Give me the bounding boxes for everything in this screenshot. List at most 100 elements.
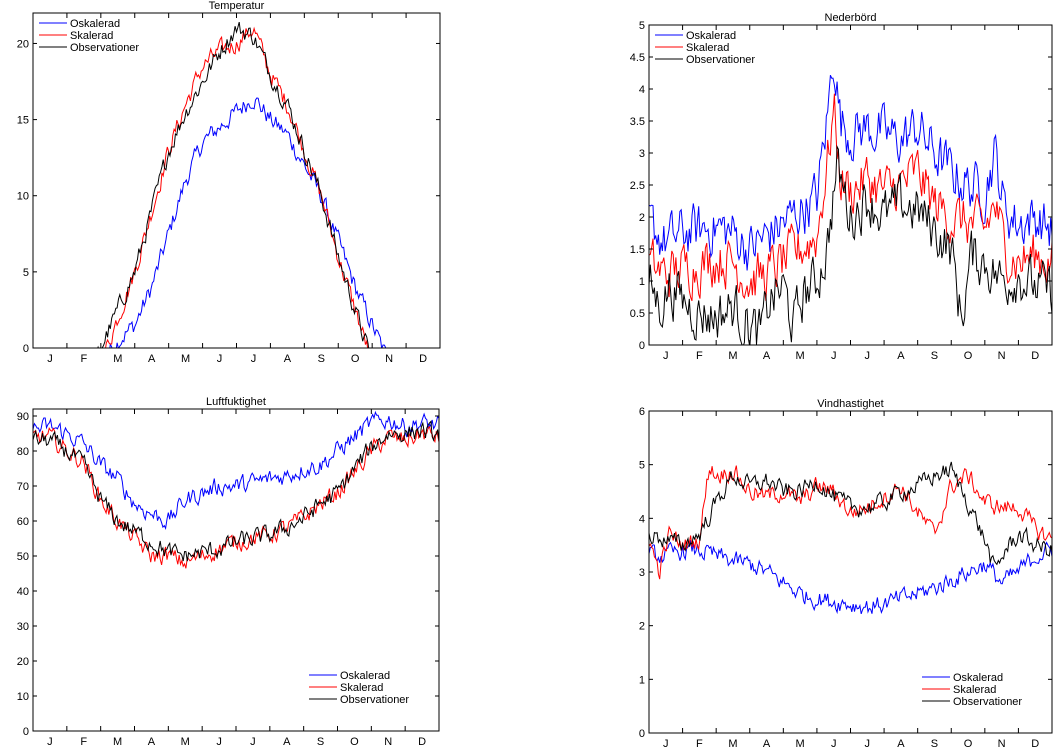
chart-title: Luftfuktighet bbox=[206, 396, 266, 408]
month-label: N bbox=[998, 738, 1006, 750]
month-label: J bbox=[216, 736, 222, 748]
legend-label: Observationer bbox=[340, 694, 409, 706]
chart-panel-3: Luftfuktighet 0 10 20 30 40 50 60 70 80 90 J F M A M J J A… bbox=[17, 396, 440, 748]
y-tick-label: 20 bbox=[17, 656, 29, 668]
legend-label: Observationer bbox=[70, 42, 139, 54]
month-label: S bbox=[931, 350, 938, 362]
month-label: J bbox=[663, 738, 669, 750]
month-label: M bbox=[181, 736, 190, 748]
y-tick-label: 6 bbox=[639, 406, 645, 418]
y-tick-label: 60 bbox=[17, 516, 29, 528]
series-line-oskalerad bbox=[649, 75, 1052, 271]
y-tick-label: 0 bbox=[23, 726, 29, 738]
plot-frame bbox=[32, 12, 441, 349]
y-tick-label: 3.5 bbox=[630, 116, 645, 128]
y-tick-label: 4 bbox=[639, 84, 645, 96]
month-label: D bbox=[418, 736, 426, 748]
month-label: J bbox=[831, 350, 837, 362]
month-label: M bbox=[728, 738, 737, 750]
y-tick-label: 2 bbox=[639, 621, 645, 633]
chart-panel-1: Temperatur 0 5 10 15 20 J F M A M J J A S O N D OskaleradS… bbox=[17, 0, 441, 365]
y-tick-label: 50 bbox=[17, 551, 29, 563]
series-line-oskalerad bbox=[109, 97, 387, 348]
month-label: F bbox=[696, 350, 703, 362]
month-label: D bbox=[1031, 350, 1039, 362]
month-label: A bbox=[148, 736, 156, 748]
month-label: A bbox=[148, 353, 156, 365]
month-label: J bbox=[865, 738, 871, 750]
month-label: O bbox=[964, 738, 973, 750]
series-line-observationer bbox=[649, 144, 1052, 345]
legend-label: Oskalerad bbox=[953, 672, 1003, 684]
month-label: J bbox=[663, 350, 669, 362]
y-tick-label: 0.5 bbox=[630, 308, 645, 320]
series-line-oskalerad bbox=[33, 410, 439, 530]
series-line-oskalerad bbox=[649, 540, 1052, 615]
series-line-skalerad bbox=[105, 26, 370, 348]
month-label: A bbox=[763, 350, 771, 362]
y-tick-label: 4 bbox=[639, 513, 645, 525]
legend-label: Skalerad bbox=[686, 42, 729, 54]
month-label: O bbox=[964, 350, 973, 362]
month-label: A bbox=[283, 736, 291, 748]
y-tick-label: 0 bbox=[23, 343, 29, 355]
y-tick-label: 0 bbox=[639, 728, 645, 740]
y-tick-label: 40 bbox=[17, 586, 29, 598]
series-line-observationer bbox=[649, 461, 1052, 566]
month-label: N bbox=[384, 736, 392, 748]
y-tick-label: 5 bbox=[639, 20, 645, 32]
legend-label: Observationer bbox=[953, 696, 1022, 708]
y-tick-label: 10 bbox=[17, 691, 29, 703]
month-label: M bbox=[113, 353, 122, 365]
chart-title: Temperatur bbox=[209, 0, 265, 12]
y-tick-label: 1.5 bbox=[630, 244, 645, 256]
month-label: S bbox=[931, 738, 938, 750]
series-line-skalerad bbox=[649, 93, 1052, 302]
y-tick-label: 10 bbox=[17, 191, 29, 203]
month-label: M bbox=[796, 350, 805, 362]
y-tick-label: 2.5 bbox=[630, 180, 645, 192]
month-label: M bbox=[728, 350, 737, 362]
y-tick-label: 90 bbox=[17, 411, 29, 423]
month-label: S bbox=[317, 736, 324, 748]
y-tick-label: 1 bbox=[639, 674, 645, 686]
month-label: D bbox=[419, 353, 427, 365]
month-label: F bbox=[81, 353, 88, 365]
series-line-skalerad bbox=[649, 465, 1052, 580]
month-label: J bbox=[47, 736, 53, 748]
legend-label: Oskalerad bbox=[340, 670, 390, 682]
y-tick-label: 2 bbox=[639, 212, 645, 224]
month-label: D bbox=[1031, 738, 1039, 750]
series-line-observationer bbox=[33, 420, 439, 562]
chart-title: Nederbörd bbox=[825, 12, 877, 24]
month-label: N bbox=[998, 350, 1006, 362]
month-label: J bbox=[831, 738, 837, 750]
y-tick-label: 0 bbox=[639, 340, 645, 352]
month-label: O bbox=[350, 736, 359, 748]
legend-label: Skalerad bbox=[340, 682, 383, 694]
y-tick-label: 80 bbox=[17, 446, 29, 458]
month-label: M bbox=[796, 738, 805, 750]
month-label: J bbox=[217, 353, 223, 365]
month-label: M bbox=[181, 353, 190, 365]
y-tick-label: 15 bbox=[17, 115, 29, 127]
legend-label: Oskalerad bbox=[686, 30, 736, 42]
y-tick-label: 3 bbox=[639, 567, 645, 579]
month-label: F bbox=[80, 736, 87, 748]
legend-label: Oskalerad bbox=[70, 18, 120, 30]
y-tick-label: 1 bbox=[639, 276, 645, 288]
month-label: A bbox=[763, 738, 771, 750]
legend-label: Skalerad bbox=[70, 30, 113, 42]
month-label: J bbox=[250, 736, 256, 748]
y-tick-label: 30 bbox=[17, 621, 29, 633]
month-label: F bbox=[696, 738, 703, 750]
month-label: O bbox=[351, 353, 360, 365]
y-tick-label: 3 bbox=[639, 148, 645, 160]
chart-panel-4: Vindhastighet 0 1 2 3 4 5 6 J F M A M J J A S O N D Oskalera… bbox=[639, 398, 1053, 750]
month-label: A bbox=[284, 353, 292, 365]
chart-panel-2: Nederbörd 0 0.5 1 1.5 2 2.5 3 3.5 4 4.5 5 J F M A M J J A S O… bbox=[630, 12, 1053, 362]
